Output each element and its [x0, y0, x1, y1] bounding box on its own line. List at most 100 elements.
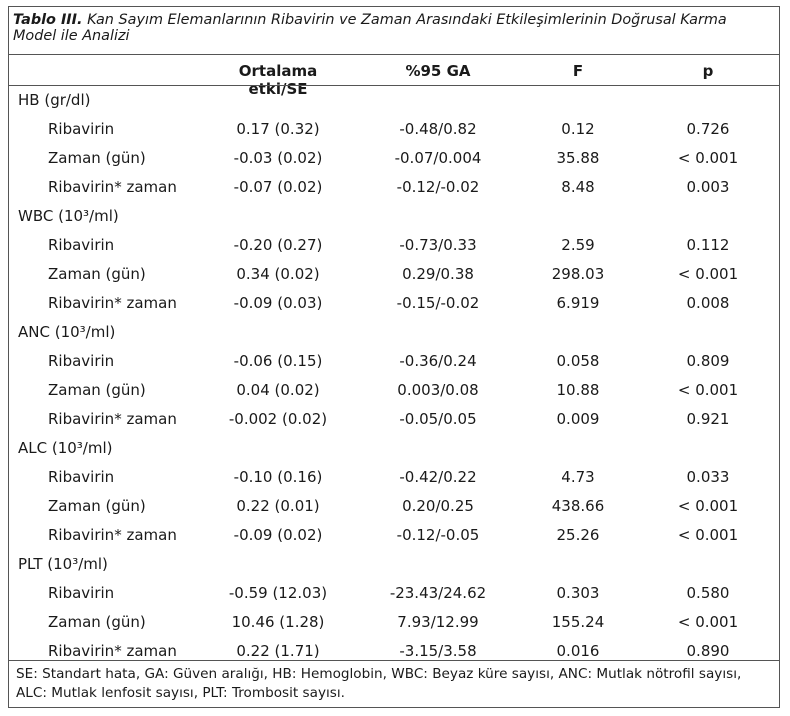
cell-p: < 0.001: [677, 149, 739, 167]
table-row: Ribavirin* zaman -0.09 (0.03) -0.15/-0.02 6…: [8, 290, 780, 319]
row-label: Ribavirin* zaman: [48, 294, 177, 312]
cell-f: 0.016: [556, 642, 600, 660]
cell-p: < 0.001: [677, 526, 739, 544]
cell-ci: -0.05/0.05: [399, 410, 477, 428]
row-label: Zaman (gün): [48, 265, 146, 283]
cell-ci: -0.73/0.33: [399, 236, 477, 254]
cell-mean-effect: -0.06 (0.15): [233, 352, 323, 370]
caption-label: Tablo III.: [13, 12, 83, 28]
row-label: Ribavirin* zaman: [48, 410, 177, 428]
table-caption: Tablo III. Kan Sayım Elemanlarının Ribav…: [13, 12, 753, 44]
cell-p: 0.809: [686, 352, 730, 370]
table-row: Zaman (gün) 0.22 (0.01) 0.20/0.25 438.66 < 0…: [8, 493, 780, 522]
cell-mean-effect: -0.03 (0.02): [233, 149, 323, 167]
cell-ci: -23.43/24.62: [389, 584, 487, 602]
cell-ci: 0.003/0.08: [397, 381, 479, 399]
table-row: Ribavirin -0.59 (12.03) -23.43/24.62 0.303 0…: [8, 580, 780, 609]
cell-mean-effect: -0.002 (0.02): [228, 410, 328, 428]
table-row: Ribavirin* zaman -0.07 (0.02) -0.12/-0.02 8…: [8, 174, 780, 203]
group-name: HB (gr/dl): [18, 91, 91, 109]
cell-ci: -3.15/3.58: [399, 642, 477, 660]
row-label: Ribavirin* zaman: [48, 526, 177, 544]
cell-p: 0.921: [686, 410, 730, 428]
row-label: Ribavirin* zaman: [48, 642, 177, 660]
cell-ci: -0.48/0.82: [399, 120, 477, 138]
cell-mean-effect: 10.46 (1.28): [231, 613, 325, 631]
table-row: Ribavirin* zaman -0.002 (0.02) -0.05/0.05 0…: [8, 406, 780, 435]
table-row: Ribavirin -0.06 (0.15) -0.36/0.24 0.058 0.80…: [8, 348, 780, 377]
row-label: Zaman (gün): [48, 381, 146, 399]
cell-mean-effect: -0.09 (0.03): [233, 294, 323, 312]
cell-mean-effect: -0.09 (0.02): [233, 526, 323, 544]
cell-mean-effect: 0.04 (0.02): [236, 381, 320, 399]
cell-p: < 0.001: [677, 613, 739, 631]
row-label: Ribavirin: [48, 584, 115, 602]
cell-p: < 0.001: [677, 381, 739, 399]
row-label: Zaman (gün): [48, 613, 146, 631]
cell-mean-effect: 0.17 (0.32): [236, 120, 320, 138]
header-mean-effect: Ortalama etki/SE: [238, 62, 318, 98]
cell-f: 4.73: [561, 468, 595, 486]
cell-p: 0.726: [686, 120, 730, 138]
group-header-row: HB (gr/dl): [8, 87, 780, 116]
cell-p: < 0.001: [677, 265, 739, 283]
cell-mean-effect: -0.20 (0.27): [233, 236, 323, 254]
cell-f: 2.59: [561, 236, 595, 254]
cell-mean-effect: 0.34 (0.02): [236, 265, 320, 283]
table-row: Ribavirin 0.17 (0.32) -0.48/0.82 0.12 0.726: [8, 116, 780, 145]
cell-mean-effect: 0.22 (0.01): [236, 497, 320, 515]
row-label: Ribavirin* zaman: [48, 178, 177, 196]
cell-p: 0.003: [686, 178, 730, 196]
group-header-row: PLT (10³/ml): [8, 551, 780, 580]
cell-mean-effect: 0.22 (1.71): [236, 642, 320, 660]
row-label: Zaman (gün): [48, 149, 146, 167]
table-footnote: SE: Standart hata, GA: Güven aralığı, HB…: [16, 666, 742, 701]
cell-ci: -0.12/-0.02: [396, 178, 480, 196]
group-name: PLT (10³/ml): [18, 555, 108, 573]
table-row: Ribavirin -0.20 (0.27) -0.73/0.33 2.59 0.112: [8, 232, 780, 261]
table-row: Ribavirin* zaman 0.22 (1.71) -3.15/3.58 0.0…: [8, 638, 780, 667]
cell-p: 0.580: [686, 584, 730, 602]
group-name: WBC (10³/ml): [18, 207, 119, 225]
header-ci: %95 GA: [405, 62, 471, 80]
row-label: Ribavirin: [48, 236, 115, 254]
cell-f: 0.12: [561, 120, 595, 138]
group-header-row: ALC (10³/ml): [8, 435, 780, 464]
cell-p: < 0.001: [677, 497, 739, 515]
footer-divider: [8, 660, 780, 661]
table-frame: [8, 6, 780, 708]
group-header-row: ANC (10³/ml): [8, 319, 780, 348]
cell-mean-effect: -0.10 (0.16): [233, 468, 323, 486]
table-row: Zaman (gün) -0.03 (0.02) -0.07/0.004 35.88 <…: [8, 145, 780, 174]
group-name: ANC (10³/ml): [18, 323, 116, 341]
cell-f: 438.66: [551, 497, 605, 515]
cell-f: 35.88: [556, 149, 600, 167]
cell-ci: -0.15/-0.02: [396, 294, 480, 312]
group-name: ALC (10³/ml): [18, 439, 113, 457]
cell-mean-effect: -0.59 (12.03): [228, 584, 328, 602]
cell-ci: 0.20/0.25: [402, 497, 474, 515]
table-row: Ribavirin* zaman -0.09 (0.02) -0.12/-0.05 2…: [8, 522, 780, 551]
cell-f: 0.303: [556, 584, 600, 602]
cell-f: 6.919: [556, 294, 600, 312]
cell-p: 0.112: [686, 236, 730, 254]
cell-ci: -0.07/0.004: [394, 149, 482, 167]
cell-p: 0.008: [686, 294, 730, 312]
header-divider: [8, 85, 780, 86]
group-header-row: WBC (10³/ml): [8, 203, 780, 232]
cell-f: 0.009: [556, 410, 600, 428]
cell-f: 298.03: [551, 265, 605, 283]
cell-p: 0.033: [686, 468, 730, 486]
cell-ci: 7.93/12.99: [397, 613, 479, 631]
row-label: Ribavirin: [48, 120, 115, 138]
cell-p: 0.890: [686, 642, 730, 660]
cell-f: 10.88: [556, 381, 600, 399]
table-row: Zaman (gün) 0.04 (0.02) 0.003/0.08 10.88 < 0…: [8, 377, 780, 406]
cell-f: 25.26: [556, 526, 600, 544]
row-label: Ribavirin: [48, 468, 115, 486]
caption-text: Kan Sayım Elemanlarının Ribavirin ve Zam…: [13, 12, 727, 44]
caption-divider: [8, 54, 780, 55]
table-row: Zaman (gün) 10.46 (1.28) 7.93/12.99 155.24 <…: [8, 609, 780, 638]
header-f: F: [572, 62, 584, 80]
cell-ci: -0.42/0.22: [399, 468, 477, 486]
